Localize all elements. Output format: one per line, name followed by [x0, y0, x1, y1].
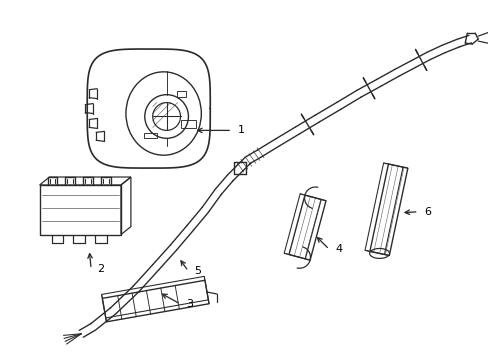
Text: 4: 4 [335, 244, 343, 255]
Text: 2: 2 [97, 264, 104, 274]
Text: 3: 3 [187, 299, 194, 309]
Text: 1: 1 [238, 125, 245, 135]
Text: 6: 6 [425, 207, 432, 217]
Text: 5: 5 [195, 266, 201, 276]
